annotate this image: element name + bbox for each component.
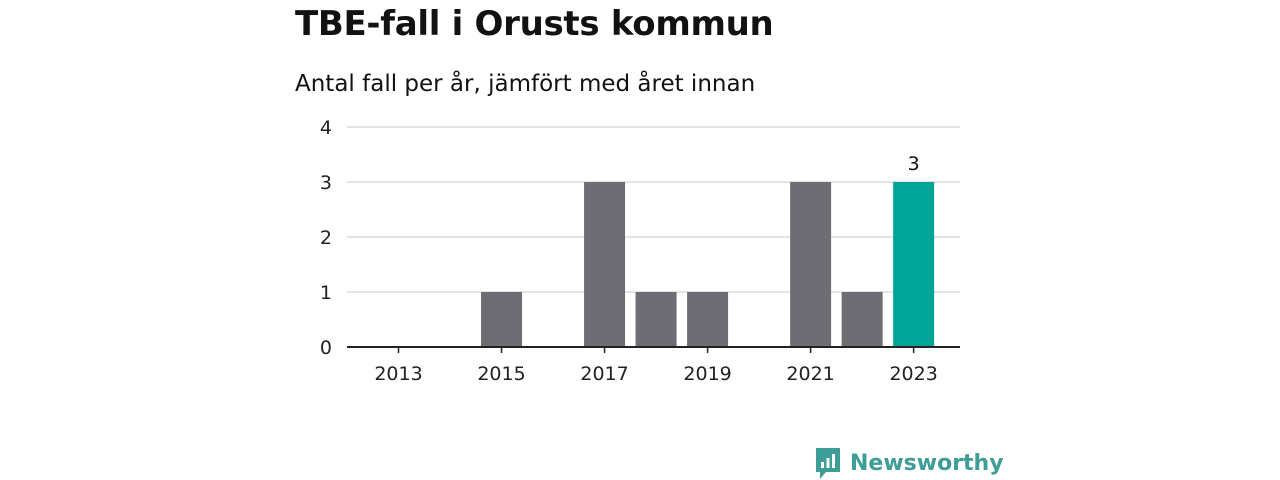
- y-tick-label: 4: [320, 117, 332, 139]
- y-tick-label: 3: [320, 172, 332, 194]
- brand-name: Newsworthy: [850, 450, 1004, 476]
- chart-title: TBE-fall i Orusts kommun: [295, 4, 774, 44]
- x-tick-label: 2017: [580, 363, 628, 385]
- bar: [584, 182, 626, 347]
- x-tick-label: 2021: [786, 363, 834, 385]
- x-tick-label: 2023: [889, 363, 937, 385]
- bar: [635, 292, 677, 347]
- brand-logo: Newsworthy: [814, 446, 1004, 480]
- x-tick-label: 2013: [374, 363, 422, 385]
- data-label: 3: [908, 153, 920, 175]
- bar: [687, 292, 729, 347]
- x-tick-label: 2019: [683, 363, 731, 385]
- chart-subtitle: Antal fall per år, jämfört med året inna…: [295, 71, 756, 97]
- y-tick-label: 2: [320, 227, 332, 249]
- bar-highlight: [893, 182, 935, 347]
- y-tick-label: 1: [320, 282, 332, 304]
- bar: [481, 292, 523, 347]
- bar: [841, 292, 883, 347]
- bar: [790, 182, 832, 347]
- x-tick-label: 2015: [477, 363, 525, 385]
- y-tick-label: 0: [320, 337, 332, 359]
- newsworthy-logo-icon: [816, 448, 840, 479]
